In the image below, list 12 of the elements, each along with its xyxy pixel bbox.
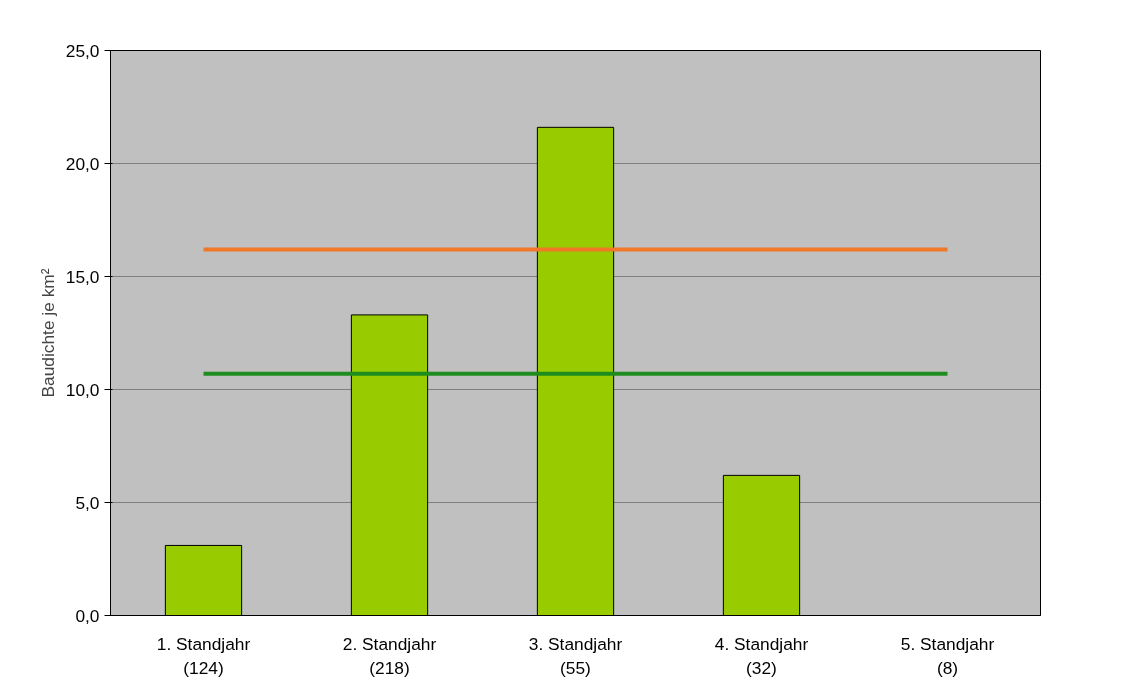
x-tick-label: 4. Standjahr (32): [714, 633, 809, 678]
x-tick-label: 2. Standjahr (218): [342, 633, 437, 678]
y-axis-title: Baudichte je km²: [37, 268, 58, 398]
y-tick-label: 0,0: [75, 605, 100, 626]
y-tick-label: 10,0: [65, 379, 100, 400]
x-tick-label: 1. Standjahr (124): [156, 633, 251, 678]
y-tick-label: 15,0: [65, 266, 100, 287]
x-tick-label: 3. Standjahr (55): [528, 633, 623, 678]
x-tick-label: 5. Standjahr (8): [900, 633, 995, 678]
y-tick-label: 25,0: [65, 40, 100, 61]
y-tick-label: 20,0: [65, 153, 100, 174]
y-tick-label: 5,0: [75, 492, 100, 513]
